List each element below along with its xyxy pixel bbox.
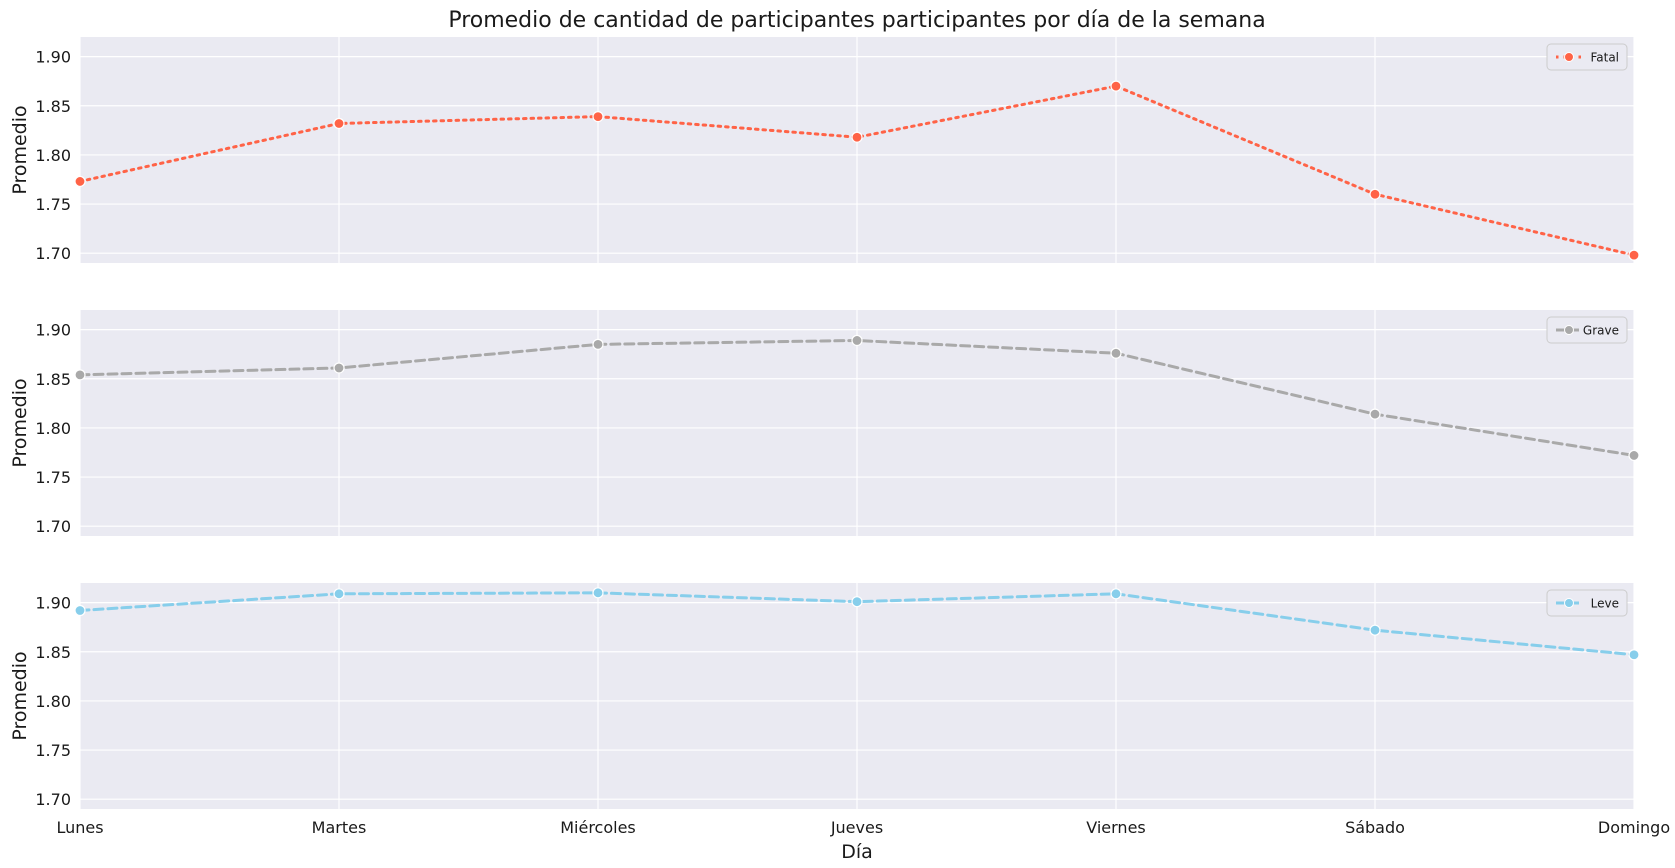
- data-point-grave: [592, 338, 604, 350]
- x-tick-label: Miércoles: [560, 818, 636, 837]
- y-tick-label: 1.70: [35, 790, 71, 809]
- legend-fatal: Fatal: [1546, 43, 1628, 71]
- data-point-fatal: [851, 131, 863, 143]
- data-point-fatal: [333, 117, 345, 130]
- data-point-grave: [851, 334, 863, 347]
- x-tick-label: Domingo: [1598, 818, 1670, 837]
- y-tick-label: 1.90: [35, 594, 71, 613]
- legend-label: Leve: [1591, 597, 1619, 611]
- data-point-leve: [74, 604, 86, 617]
- data-point-grave: [333, 362, 345, 374]
- y-tick-label: 1.75: [35, 195, 71, 214]
- y-tick-label: 1.90: [35, 48, 71, 67]
- data-point-fatal: [1369, 188, 1381, 200]
- legend-marker: [1564, 325, 1574, 335]
- y-tick-label: 1.85: [35, 97, 71, 116]
- chart-title: Promedio de cantidad de participantes pa…: [448, 8, 1265, 33]
- legend-marker: [1564, 598, 1574, 608]
- legend-box: [1546, 43, 1628, 71]
- y-tick-label: 1.75: [35, 468, 71, 487]
- data-point-fatal: [74, 175, 86, 188]
- legend-marker: [1564, 52, 1574, 62]
- y-axis-label: Promedio: [9, 651, 31, 740]
- data-point-leve: [1628, 649, 1640, 661]
- data-point-grave: [1110, 347, 1122, 359]
- y-tick-label: 1.90: [35, 321, 71, 340]
- y-tick-label: 1.80: [35, 146, 71, 165]
- y-tick-label: 1.75: [35, 741, 71, 760]
- y-axis-label: Promedio: [9, 378, 31, 467]
- y-tick-label: 1.85: [35, 643, 71, 662]
- data-point-leve: [592, 587, 604, 599]
- data-point-leve: [1369, 624, 1381, 636]
- data-point-leve: [851, 596, 863, 608]
- x-tick-label: Viernes: [1086, 818, 1146, 837]
- data-point-leve: [1110, 588, 1122, 600]
- x-axis-label: Día: [841, 841, 873, 863]
- legend-box: [1546, 589, 1628, 617]
- legend-grave: Grave: [1546, 316, 1628, 344]
- data-point-fatal: [592, 110, 604, 123]
- subplot-fatal: 1.70 1.75 1.80 1.85 1.90 Promedio Fatal: [9, 37, 1640, 263]
- subplot-leve: 1.70 1.75 1.80 1.85 1.90 Promedio Leve: [9, 583, 1640, 809]
- legend-leve: Leve: [1546, 589, 1628, 617]
- y-tick-label: 1.85: [35, 370, 71, 389]
- subplot-grave: 1.70 1.75 1.80 1.85 1.90 Promedio Grave: [9, 310, 1640, 536]
- y-tick-label: 1.80: [35, 419, 71, 438]
- data-point-grave: [1628, 449, 1640, 462]
- x-tick-label: Jueves: [830, 818, 883, 837]
- y-tick-label: 1.80: [35, 692, 71, 711]
- data-point-fatal: [1110, 80, 1122, 92]
- data-point-leve: [333, 588, 345, 600]
- legend-label: Grave: [1583, 324, 1619, 338]
- y-tick-label: 1.70: [35, 244, 71, 263]
- y-tick-label: 1.70: [35, 517, 71, 536]
- legend-box: [1546, 316, 1628, 344]
- y-axis-label: Promedio: [9, 105, 31, 194]
- x-tick-label: Lunes: [56, 818, 103, 837]
- data-point-grave: [1369, 408, 1381, 420]
- x-tick-label: Martes: [312, 818, 367, 837]
- x-tick-label: Sábado: [1345, 818, 1405, 837]
- data-point-grave: [74, 369, 86, 381]
- legend-label: Fatal: [1590, 51, 1619, 65]
- data-point-fatal: [1628, 249, 1640, 261]
